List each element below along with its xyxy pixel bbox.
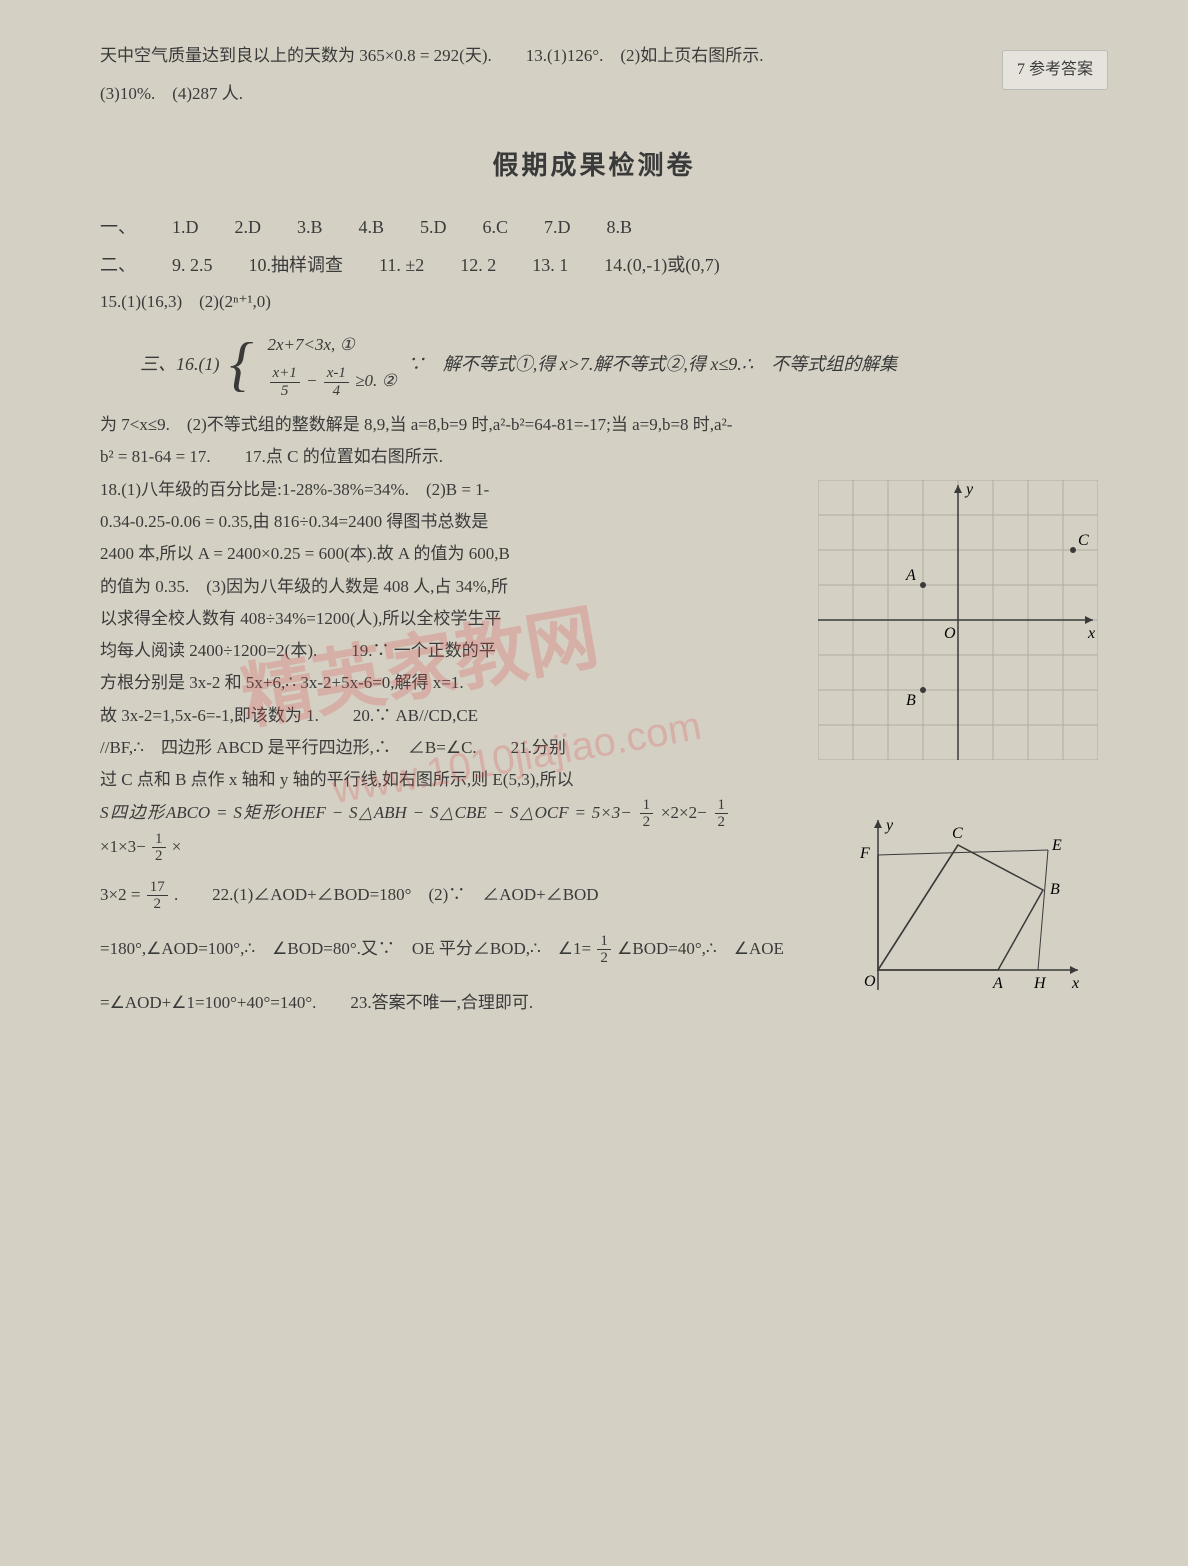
fib-9: 9. 2.5 bbox=[172, 248, 213, 282]
q16-ineq2: x+15 − x-14 ≥0. ② bbox=[268, 365, 397, 399]
origin-label: O bbox=[944, 625, 956, 642]
header-badge: 7 参考答案 bbox=[1002, 50, 1108, 90]
p18b: 0.34-0.25-0.06 = 0.35,由 816÷0.34=2400 得图… bbox=[100, 506, 680, 538]
section-one-row: 一、 1.D 2.D 3.B 4.B 5.D 6.C 7.D 8.B bbox=[100, 210, 1088, 244]
fib-14: 14.(0,-1)或(0,7) bbox=[604, 248, 719, 282]
point-C-label: C bbox=[1078, 532, 1089, 549]
mc-4: 4.B bbox=[359, 210, 385, 244]
quad-A: A bbox=[992, 975, 1003, 992]
fib-13: 13. 1 bbox=[532, 248, 568, 282]
point-A-label: A bbox=[905, 567, 916, 584]
section-two-label: 二、 bbox=[100, 248, 136, 282]
mc-5: 5.D bbox=[420, 210, 447, 244]
quad-y: y bbox=[884, 817, 894, 834]
q16-ineq1: 2x+7<3x, ① bbox=[268, 329, 397, 361]
q16-prefix: 三、16.(1) bbox=[140, 347, 220, 381]
area-line: S四边形ABCO = S矩形OHEF − S△ABH − S△CBE − S△O… bbox=[100, 797, 730, 865]
q16-because: ∵ 解不等式①,得 x>7.解不等式②,得 x≤9.∴ 不等式组的解集 bbox=[407, 347, 897, 381]
fib-12: 12. 2 bbox=[460, 248, 496, 282]
top-line-2: (3)10%. (4)287 人. bbox=[100, 78, 1088, 110]
p20b: 过 C 点和 B 点作 x 轴和 y 轴的平行线,如右图所示,则 E(5,3),… bbox=[100, 764, 730, 796]
mc-2: 2.D bbox=[235, 210, 262, 244]
exam-title: 假期成果检测卷 bbox=[100, 141, 1088, 190]
p18h: 故 3x-2=1,5x-6=-1,即该数为 1. 20.∵ AB//CD,CE bbox=[100, 700, 680, 732]
quadrilateral-figure: O A H B E C F x y bbox=[848, 810, 1088, 1000]
section-one-label: 一、 bbox=[100, 210, 136, 244]
quad-C: C bbox=[952, 825, 963, 842]
top-line-1: 天中空气质量达到良以上的天数为 365×0.8 = 292(天). 13.(1)… bbox=[100, 40, 1088, 72]
quad-F: F bbox=[859, 845, 870, 862]
quad-B: B bbox=[1050, 881, 1060, 898]
p18d: 的值为 0.35. (3)因为八年级的人数是 408 人,占 34%,所 bbox=[100, 571, 680, 603]
y-axis-label: y bbox=[964, 481, 974, 498]
p18e: 以求得全校人数有 408÷34%=1200(人),所以全校学生平 bbox=[100, 603, 680, 635]
mc-3: 3.B bbox=[297, 210, 323, 244]
p18c: 2400 本,所以 A = 2400×0.25 = 600(本).故 A 的值为… bbox=[100, 538, 680, 570]
fib-11: 11. ±2 bbox=[379, 248, 424, 282]
quad-H: H bbox=[1033, 975, 1047, 992]
brace-icon: { bbox=[230, 346, 254, 382]
q16-line3: b² = 81-64 = 17. 17.点 C 的位置如右图所示. bbox=[100, 441, 1088, 473]
p20a: //BF,∴ 四边形 ABCD 是平行四边形,∴ ∠B=∠C. 21.分别 bbox=[100, 732, 730, 764]
point-B-label: B bbox=[906, 692, 916, 709]
q16-line2: 为 7<x≤9. (2)不等式组的整数解是 8,9,当 a=8,b=9 时,a²… bbox=[100, 409, 1088, 441]
mc-6: 6.C bbox=[483, 210, 509, 244]
x-axis-label: x bbox=[1087, 625, 1095, 642]
quad-x: x bbox=[1071, 975, 1079, 992]
quad-O: O bbox=[864, 973, 876, 990]
fib-10: 10.抽样调查 bbox=[249, 248, 344, 282]
quad-E: E bbox=[1051, 837, 1062, 854]
mc-7: 7.D bbox=[544, 210, 571, 244]
q15: 15.(1)(16,3) (2)(2ⁿ⁺¹,0) bbox=[100, 286, 1088, 318]
mc-8: 8.B bbox=[607, 210, 633, 244]
p18g: 方根分别是 3x-2 和 5x+6,∴ 3x-2+5x-6=0,解得 x=1. bbox=[100, 667, 680, 699]
section-two-row: 二、 9. 2.5 10.抽样调查 11. ±2 12. 2 13. 1 14.… bbox=[100, 248, 1088, 282]
p18a: 18.(1)八年级的百分比是:1-28%-38%=34%. (2)B = 1- bbox=[100, 474, 680, 506]
mc-1: 1.D bbox=[172, 210, 199, 244]
q16-system: 三、16.(1) { 2x+7<3x, ① x+15 − x-14 ≥0. ② … bbox=[140, 329, 1088, 399]
coordinate-grid-figure: x y O A B C bbox=[818, 480, 1098, 760]
p18f: 均每人阅读 2400÷1200=2(本). 19.∵ 一个正数的平 bbox=[100, 635, 680, 667]
